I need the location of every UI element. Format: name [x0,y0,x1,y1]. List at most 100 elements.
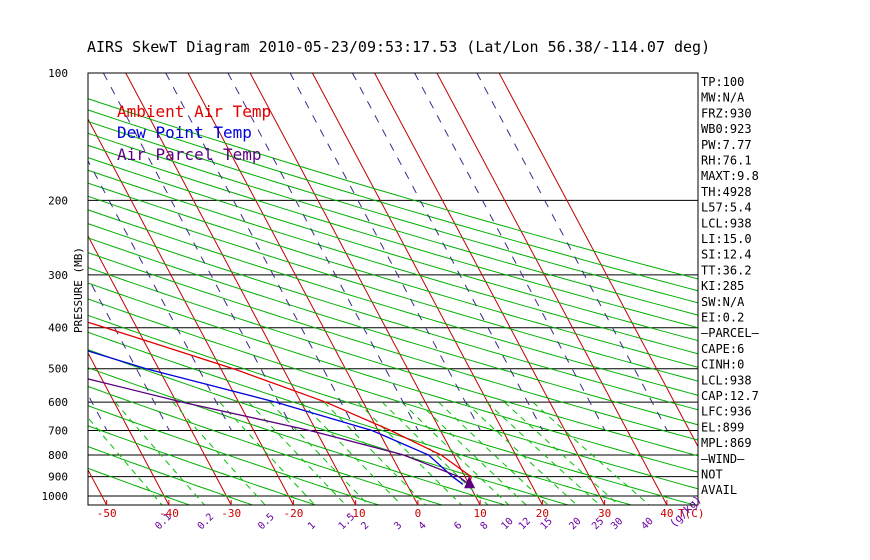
index-entry: EL:899 [701,420,744,434]
guide-line [88,159,232,431]
index-entry: WB0:923 [701,122,752,136]
dry-adiabat-line [88,425,316,505]
dry-adiabat-line [88,182,698,368]
mixing-ratio-line [300,401,402,505]
index-entry: LI:15.0 [701,232,752,246]
series-lines [88,321,476,489]
chart-title: AIRS SkewT Diagram 2010-05-23/09:53:17.5… [87,38,710,56]
guide-line [0,73,45,431]
isotherm-line [249,73,481,505]
legend-parcel: Air Parcel Temp [117,145,262,164]
grid-lines [0,73,698,505]
dry-adiabat-line [88,267,698,457]
bottom-tick-label: 30 [598,507,611,520]
y-axis-label: PRESSURE (MB) [72,247,85,333]
index-entry: SW:N/A [701,295,745,309]
bottom-tick-label: 0 [415,507,422,520]
pressure-tick-label: 200 [48,194,68,207]
index-entry: LCL:938 [701,216,752,230]
dry-adiabat-line [88,385,442,505]
dry-adiabat-line [88,282,698,473]
dry-adiabat-line [88,132,698,316]
isotherm-line [187,73,419,505]
mixing-ratio-line [504,401,620,505]
bottom-tick-label: 20 [536,507,549,520]
bottom-tick-label: -30 [221,507,241,520]
dry-adiabat-line [88,144,698,329]
index-entry: AVAIL [701,483,737,497]
mixing-ratio-line [486,401,601,505]
dry-adiabat-line [88,98,698,280]
isotherm-line [0,73,44,505]
mixing-ratio-label: 20 [567,516,583,532]
mixing-ratio-label: 12 [517,516,533,532]
guide-line [227,73,419,431]
bottom-tick-label: -50 [97,507,117,520]
mixing-ratio-line [532,401,650,505]
mixing-ratio-line [219,401,316,505]
mixing-ratio-line [248,401,347,505]
pressure-tick-label: 500 [48,363,68,376]
legend-ambient: Ambient Air Temp [117,102,271,121]
bottom-tick-label: -40 [159,507,179,520]
index-entry: CAP:12.7 [701,389,759,403]
index-entry: L57:5.4 [701,201,752,215]
mixing-ratio-line [114,401,205,505]
bottom-tick-label: 40 [660,507,673,520]
guide-line [476,73,668,431]
dry-adiabat-line [88,209,698,396]
dry-adiabat-line [88,349,569,505]
guide-line [289,73,481,431]
pressure-tick-label: 1000 [42,490,69,503]
pressure-tick-label: 800 [48,449,68,462]
mixing-ratio-label: 30 [609,516,625,532]
series-line [88,350,464,485]
pressure-tick-label: 900 [48,471,68,484]
guide-line [165,73,357,431]
mixing-ratio-line [269,401,369,505]
mixing-ratio-label: 10 [499,516,515,532]
legend-dewpoint: Dew Point Temp [117,123,252,142]
index-entry: NOT [701,468,723,482]
index-entry: FRZ:930 [701,106,752,120]
index-entry: —PARCEL— [701,326,760,340]
dry-adiabat-line [88,446,253,505]
plot-frame [87,72,699,506]
mixing-ratio-line [323,401,427,505]
dry-adiabat-line [88,405,379,505]
index-entry: LFC:936 [701,405,752,419]
index-entry: TH:4928 [701,185,752,199]
index-entry: TP:100 [701,75,744,89]
isotherm-line [88,468,108,505]
dry-adiabat-line [88,109,698,292]
mixing-ratio-line [172,401,266,505]
isotherm-line [374,73,606,505]
series-line [88,378,470,485]
mixing-ratio-label: 40 [640,516,656,532]
isotherm-line [498,73,698,448]
bottom-unit-label: T(C) [678,507,705,520]
guide-line [102,73,295,431]
index-entry: CAPE:6 [701,342,744,356]
pressure-tick-label: 100 [48,67,68,80]
dry-adiabat-line [88,367,506,505]
mixing-ratio-label: 4 [417,520,429,532]
pressure-tick-labels: 100 200 300 400 500 600 700 800 900 1000 [42,67,69,503]
index-entry: KI:285 [701,279,744,293]
dry-adiabat-line [88,237,698,426]
index-entry: —WIND— [701,452,745,466]
isotherm-line [88,118,294,505]
index-entry: TT:36.2 [701,263,752,277]
dry-adiabat-line [88,298,698,490]
bottom-tick-label: 10 [474,507,487,520]
bottom-temperature-ticks: -50 -40 -30 -20 -10 0 10 20 30 40 [97,500,674,520]
index-entry: MPL:869 [701,436,752,450]
dry-adiabat-line [88,195,698,382]
dry-adiabat-line [88,223,698,411]
guide-line [88,393,108,431]
dry-adiabat-line [88,169,698,355]
mixing-ratio-label: 2 [359,520,371,532]
bottom-tick-label: -20 [283,507,303,520]
